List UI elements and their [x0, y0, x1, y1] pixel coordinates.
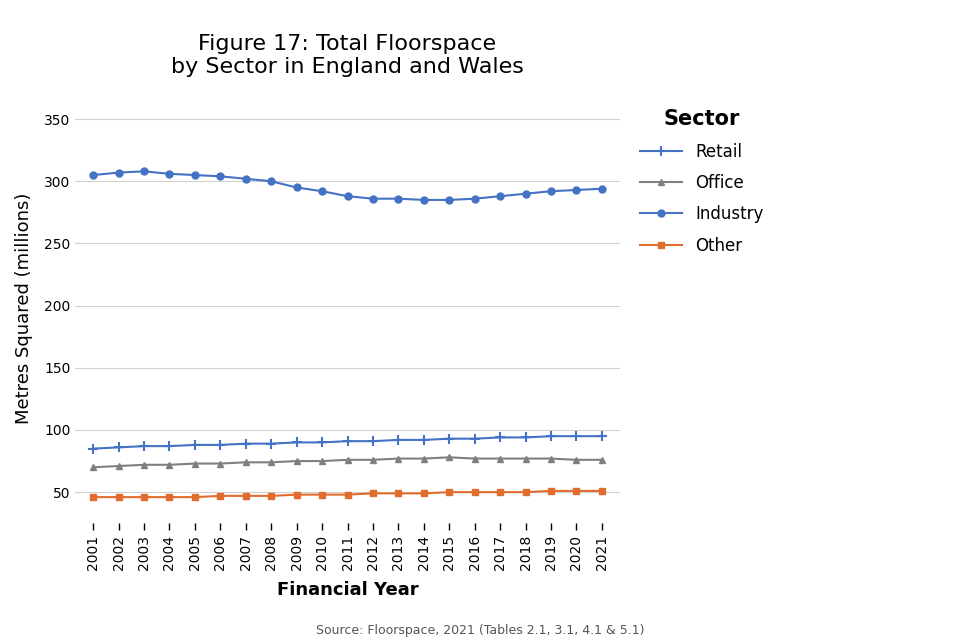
- Office: [291, 457, 302, 465]
- Office: [444, 454, 455, 461]
- Retail: [240, 440, 252, 447]
- Office: [342, 456, 353, 463]
- Office: [570, 456, 582, 463]
- Office: [138, 461, 150, 468]
- Y-axis label: Metres Squared (millions): Metres Squared (millions): [15, 193, 33, 424]
- Office: [494, 455, 506, 463]
- Industry: [291, 184, 302, 191]
- Other: [596, 487, 608, 495]
- Office: [189, 460, 201, 467]
- Other: [519, 488, 531, 496]
- Retail: [393, 436, 404, 444]
- Industry: [494, 193, 506, 200]
- Retail: [444, 435, 455, 442]
- Retail: [545, 433, 557, 440]
- Office: [519, 455, 531, 463]
- Office: [393, 455, 404, 463]
- Industry: [545, 188, 557, 195]
- Legend: Retail, Office, Industry, Other: Retail, Office, Industry, Other: [634, 102, 770, 261]
- Industry: [215, 172, 227, 180]
- Industry: [393, 195, 404, 202]
- Line: Retail: Retail: [88, 431, 607, 454]
- Retail: [291, 438, 302, 446]
- Other: [215, 492, 227, 500]
- Other: [444, 488, 455, 496]
- Other: [469, 488, 481, 496]
- Title: Figure 17: Total Floorspace
by Sector in England and Wales: Figure 17: Total Floorspace by Sector in…: [171, 34, 524, 77]
- Other: [317, 491, 328, 499]
- Other: [419, 490, 430, 497]
- Industry: [342, 193, 353, 200]
- Industry: [138, 168, 150, 175]
- Other: [570, 487, 582, 495]
- Other: [87, 493, 99, 501]
- Other: [189, 493, 201, 501]
- Office: [317, 457, 328, 465]
- Office: [368, 456, 379, 463]
- Industry: [113, 169, 125, 177]
- Other: [342, 491, 353, 499]
- Other: [291, 491, 302, 499]
- Industry: [570, 186, 582, 194]
- Industry: [189, 172, 201, 179]
- Line: Industry: Industry: [89, 168, 606, 204]
- Industry: [266, 177, 277, 185]
- Retail: [138, 442, 150, 450]
- Other: [545, 487, 557, 495]
- Industry: [240, 175, 252, 182]
- Industry: [596, 185, 608, 193]
- Retail: [317, 438, 328, 446]
- Retail: [215, 441, 227, 449]
- Industry: [419, 196, 430, 204]
- Other: [138, 493, 150, 501]
- Office: [469, 455, 481, 463]
- Line: Other: Other: [89, 488, 606, 500]
- Industry: [317, 188, 328, 195]
- Other: [164, 493, 176, 501]
- Industry: [469, 195, 481, 202]
- Office: [215, 460, 227, 467]
- Text: Source: Floorspace, 2021 (Tables 2.1, 3.1, 4.1 & 5.1): Source: Floorspace, 2021 (Tables 2.1, 3.…: [316, 623, 644, 637]
- Retail: [469, 435, 481, 442]
- Other: [113, 493, 125, 501]
- Office: [266, 458, 277, 466]
- Other: [393, 490, 404, 497]
- Retail: [87, 445, 99, 452]
- Office: [164, 461, 176, 468]
- Retail: [368, 437, 379, 445]
- Industry: [519, 190, 531, 198]
- Line: Office: Office: [89, 454, 606, 471]
- Retail: [266, 440, 277, 447]
- Other: [266, 492, 277, 500]
- Retail: [494, 433, 506, 441]
- Retail: [419, 436, 430, 444]
- Industry: [87, 172, 99, 179]
- Office: [545, 455, 557, 463]
- Other: [240, 492, 252, 500]
- Retail: [113, 444, 125, 451]
- Office: [240, 458, 252, 466]
- Retail: [596, 433, 608, 440]
- Retail: [189, 441, 201, 449]
- Industry: [164, 170, 176, 178]
- Retail: [342, 437, 353, 445]
- Office: [596, 456, 608, 463]
- Other: [368, 490, 379, 497]
- Office: [419, 455, 430, 463]
- X-axis label: Financial Year: Financial Year: [276, 581, 419, 600]
- Other: [494, 488, 506, 496]
- Retail: [164, 442, 176, 450]
- Industry: [444, 196, 455, 204]
- Retail: [570, 433, 582, 440]
- Office: [87, 463, 99, 471]
- Industry: [368, 195, 379, 202]
- Office: [113, 462, 125, 470]
- Retail: [519, 433, 531, 441]
